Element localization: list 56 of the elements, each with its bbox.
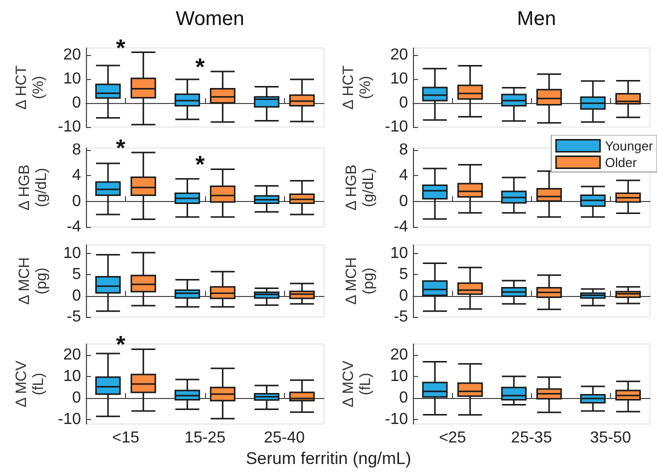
y-tick-label: 20 — [63, 346, 82, 364]
y-tick-label: 20 — [63, 46, 82, 64]
y-tick-label: 0 — [72, 390, 82, 407]
y-tick-label: 0 — [399, 390, 408, 407]
y-tick-label: -4 — [394, 218, 408, 236]
y-tick-label: 20 — [390, 346, 408, 364]
legend-label: Older — [605, 154, 638, 170]
y-axis-title: Δ MCV (fL) — [340, 360, 374, 408]
y-tick-label: 0 — [72, 287, 82, 304]
y-tick-label: -5 — [394, 308, 408, 326]
y-tick-label: 4 — [72, 167, 82, 184]
y-axis-title: Δ MCV (fL) — [12, 360, 47, 408]
y-tick-label: 10 — [390, 244, 408, 262]
y-tick-label: 10 — [63, 244, 82, 262]
y-tick-label: 5 — [399, 266, 408, 284]
y-tick-label: 0 — [72, 192, 82, 210]
y-axis-title: Δ HCT (%) — [340, 65, 374, 110]
y-tick-label: -10 — [58, 411, 82, 428]
y-tick-label: 10 — [390, 368, 408, 385]
y-axis-title: Δ MCH (pg) — [343, 257, 377, 305]
x-tick-label: 25-40 — [264, 430, 305, 446]
y-tick-label: -5 — [66, 308, 82, 326]
y-tick-label: -10 — [58, 118, 82, 136]
annotation: * — [195, 54, 206, 81]
annotation: * — [116, 34, 126, 62]
x-tick-label: <15 — [112, 430, 140, 446]
x-tick-label: 25-35 — [511, 430, 552, 446]
annotation: * — [116, 134, 126, 162]
chart-title: Men — [517, 8, 556, 30]
x-tick-label: 35-50 — [590, 430, 632, 446]
y-tick-label: 8 — [399, 141, 408, 158]
y-axis-title: Δ HGB (g/dL) — [343, 164, 377, 210]
y-axis-title: Δ MCH (pg) — [16, 257, 50, 305]
x-axis-title: Serum ferritin (ng/mL) — [244, 449, 412, 469]
chart-title: Women — [176, 8, 244, 30]
y-tick-label: 0 — [399, 192, 408, 210]
y-tick-label: 10 — [63, 368, 82, 385]
y-tick-label: 8 — [72, 141, 82, 158]
y-tick-label: 0 — [72, 94, 82, 112]
annotation: * — [116, 332, 126, 359]
y-tick-label: -10 — [384, 118, 408, 136]
y-tick-label: 10 — [63, 70, 82, 88]
y-tick-label: -4 — [66, 218, 82, 236]
y-tick-label: 5 — [72, 266, 82, 284]
y-axis-title: Δ HGB (g/dL) — [16, 164, 50, 210]
x-tick-label: <25 — [438, 430, 466, 446]
legend-label: Younger — [605, 138, 654, 154]
y-tick-label: -10 — [384, 411, 408, 428]
y-tick-label: 0 — [399, 287, 408, 304]
x-tick-label: 15-25 — [184, 430, 226, 446]
y-tick-label: 20 — [390, 46, 408, 64]
y-axis-title: Δ HCT (%) — [12, 65, 47, 110]
annotation: * — [195, 152, 206, 179]
y-tick-label: 10 — [390, 70, 408, 88]
y-tick-label: 4 — [399, 167, 408, 184]
y-tick-label: 0 — [399, 94, 408, 112]
